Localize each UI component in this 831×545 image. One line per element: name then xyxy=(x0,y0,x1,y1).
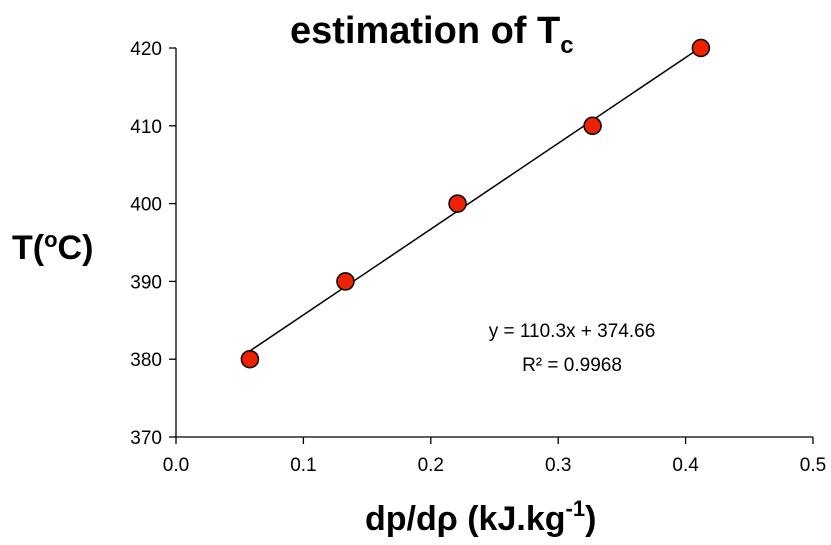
chart-title-main: estimation of T xyxy=(290,10,560,52)
x-axis-label-superscript: -1 xyxy=(566,496,586,521)
y-tick-label: 370 xyxy=(130,428,162,449)
data-points xyxy=(240,38,711,369)
data-point xyxy=(448,194,467,213)
x-axis-label-suffix: ) xyxy=(585,500,596,538)
y-tick-label: 420 xyxy=(130,39,162,60)
x-axis-label-main: dp/dρ (kJ.kg xyxy=(365,500,566,538)
y-axis-label-suffix: C) xyxy=(58,229,94,267)
x-tick-label: 0.0 xyxy=(163,455,189,476)
x-ticks: 0.0 0.1 0.2 0.3 0.4 0.5 xyxy=(163,437,826,476)
x-tick-label: 0.3 xyxy=(545,455,571,476)
y-axis-label-superscript: o xyxy=(44,227,57,252)
x-tick-label: 0.4 xyxy=(672,455,699,476)
data-point xyxy=(336,272,355,291)
data-point xyxy=(583,116,602,136)
y-tick-label: 410 xyxy=(130,117,162,138)
trendline-equation: y = 110.3x + 374.66 xyxy=(489,321,656,342)
x-tick-label: 0.2 xyxy=(418,455,444,476)
data-point xyxy=(240,349,260,369)
y-tick-label: 400 xyxy=(130,195,162,216)
x-axis-label: dp/dρ (kJ.kg-1) xyxy=(365,496,596,538)
trendline-r-squared: R² = 0.9968 xyxy=(522,355,622,376)
x-tick-label: 0.1 xyxy=(290,455,316,476)
y-axis-label-main: T( xyxy=(12,229,45,267)
y-tick-label: 380 xyxy=(130,350,162,371)
y-ticks: 370 380 390 400 410 420 xyxy=(130,39,176,449)
chart-title-subscript: c xyxy=(560,32,573,59)
y-tick-label: 390 xyxy=(130,272,162,293)
trendline xyxy=(249,46,702,352)
x-tick-label: 0.5 xyxy=(800,455,826,476)
y-axis-label: T(oC) xyxy=(12,227,93,267)
data-point xyxy=(691,38,711,58)
chart-title: estimation of Tc xyxy=(290,10,574,59)
